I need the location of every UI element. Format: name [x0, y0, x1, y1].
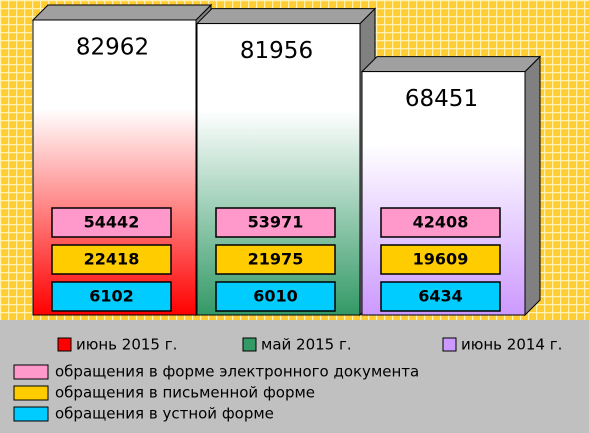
value-label: 6434: [418, 287, 463, 306]
legend-label: июнь 2015 г.: [76, 336, 177, 354]
legend-swatch: [13, 406, 49, 422]
value-box: [215, 281, 336, 312]
value-box: [215, 244, 336, 275]
legend-label: май 2015 г.: [261, 336, 352, 354]
value-box: [51, 281, 172, 312]
total-label: 82962: [76, 35, 149, 61]
value-box: [380, 281, 501, 312]
bar-top: [195, 8, 377, 25]
value-label: 19609: [413, 250, 469, 269]
value-box: [51, 244, 172, 275]
legend-swatch: [442, 337, 457, 352]
bar-top: [360, 56, 542, 73]
value-box: [215, 207, 336, 238]
bar-side: [524, 55, 541, 317]
legend-label: обращения в письменной форме: [55, 384, 315, 402]
value-box: [51, 207, 172, 238]
legend-swatch: [13, 385, 49, 401]
value-label: 22418: [84, 250, 140, 269]
value-label: 42408: [413, 213, 469, 232]
legend-background: [0, 320, 589, 433]
value-label: 54442: [84, 213, 140, 232]
value-label: 6010: [253, 287, 298, 306]
total-label: 81956: [240, 38, 313, 64]
legend-swatch: [57, 337, 72, 352]
value-label: 21975: [248, 250, 304, 269]
value-label: 6102: [89, 287, 134, 306]
legend-swatch: [13, 364, 49, 380]
legend-label: обращения в устной форме: [55, 405, 274, 423]
legend-label: июнь 2014 г.: [461, 336, 562, 354]
total-label: 68451: [405, 86, 478, 112]
value-label: 53971: [248, 213, 304, 232]
legend-label: обращения в форме электронного документа: [55, 363, 419, 381]
value-box: [380, 244, 501, 275]
legend-swatch: [242, 337, 257, 352]
bar-top: [31, 4, 213, 21]
value-box: [380, 207, 501, 238]
